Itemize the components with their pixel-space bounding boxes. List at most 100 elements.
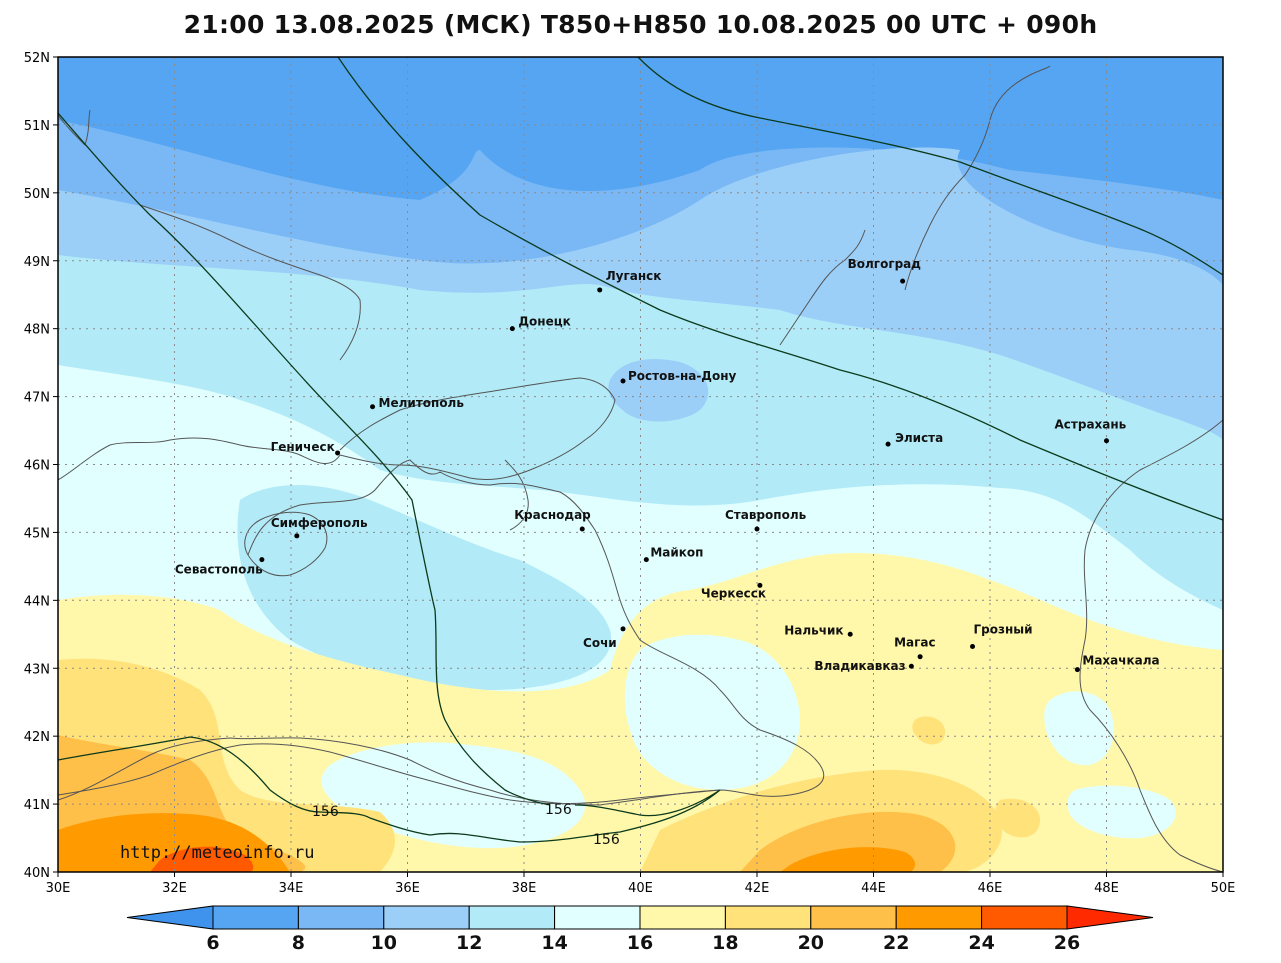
x-tick-label: 50E	[1211, 881, 1236, 896]
colorbar-label: 10	[371, 932, 397, 954]
contour-label: 156	[593, 832, 620, 848]
band-24-26	[150, 846, 254, 872]
colorbar-label: 8	[292, 932, 305, 954]
colorbar: 6 8 10 12 14 16 18 20 22 24 26	[126, 905, 1154, 954]
crimea-peninsula	[244, 511, 328, 577]
y-tick-label: 43N	[24, 662, 50, 677]
band-14-16-east	[624, 634, 800, 790]
crimea-coast	[58, 459, 825, 806]
city-dot	[643, 557, 649, 563]
y-tick-label: 45N	[24, 526, 50, 541]
contour-line-west	[58, 112, 551, 806]
band-14-16-casp	[1044, 691, 1114, 766]
y-axis-ticks: 40N 41N 42N 43N 44N 45N 46N 47N 48N 49N 50N 51N 52N	[24, 51, 58, 881]
colorbar-label: 26	[1054, 932, 1080, 954]
city-label: Волгоград	[848, 257, 922, 271]
city-label: Махачкала	[1082, 654, 1159, 668]
colorbar-segment	[639, 905, 726, 930]
colorbar-segment	[724, 905, 812, 930]
x-tick-label: 30E	[46, 881, 71, 896]
colorbar-segment	[383, 905, 470, 930]
y-tick-label: 42N	[24, 730, 50, 745]
city-dot	[509, 326, 515, 332]
colorbar-label: 20	[798, 932, 824, 954]
contour-label: 156	[545, 802, 572, 818]
contour-line-south	[58, 736, 721, 843]
city-label: Сочи	[583, 636, 617, 650]
y-tick-label: 40N	[24, 866, 50, 881]
city-label: Донецк	[518, 315, 570, 329]
y-tick-label: 51N	[24, 119, 50, 134]
band-18-20-isl2	[912, 716, 945, 745]
city-dot	[620, 626, 626, 632]
city-markers: Луганск Донецк Волгоград Ростов-на-Дону Мели…	[175, 257, 1160, 673]
contour-labels: 156 156 156	[312, 802, 620, 848]
colorbar-segment	[212, 905, 299, 930]
colorbar-label: 12	[456, 932, 482, 954]
city-label: Луганск	[606, 269, 662, 283]
city-label: Грозный	[974, 623, 1033, 637]
colorbar-segment	[981, 905, 1068, 930]
city-label: Владикавказ	[814, 659, 905, 673]
colorbar-segment	[297, 905, 385, 930]
colorbar-left-arrow	[126, 905, 214, 930]
volga-river	[904, 65, 1051, 291]
city-dot	[1104, 438, 1109, 444]
band-12-14-patch	[608, 359, 709, 422]
x-tick-label: 32E	[162, 881, 187, 896]
y-tick-label: 50N	[24, 187, 50, 202]
city-label: Майкоп	[650, 546, 703, 560]
colorbar-label: 18	[712, 932, 738, 954]
x-axis-ticks: 30E 32E 34E 36E 38E 40E 42E 44E 46E 48E 50E	[46, 872, 1236, 896]
city-dot	[294, 533, 300, 539]
city-dot	[597, 287, 603, 293]
y-tick-label: 49N	[24, 255, 50, 270]
city-label: Астрахань	[1055, 418, 1127, 432]
kerch-strait	[504, 459, 529, 531]
band-18-20-isl	[995, 798, 1040, 838]
map-title: 21:00 13.08.2025 (МСК) T850+H850 10.08.2…	[183, 10, 1098, 39]
city-label: Элиста	[895, 431, 943, 445]
y-tick-label: 48N	[24, 323, 50, 338]
city-dot	[335, 450, 341, 456]
city-label: Симферополь	[271, 516, 368, 530]
city-label: Севастополь	[175, 563, 263, 577]
contour-line-north	[337, 57, 1223, 521]
y-tick-label: 44N	[24, 594, 50, 609]
y-tick-label: 46N	[24, 459, 50, 474]
city-dot	[917, 654, 923, 660]
colorbar-label: 22	[883, 932, 909, 954]
x-tick-label: 34E	[279, 881, 304, 896]
don-river	[779, 229, 866, 346]
band-12-14-lobe	[237, 485, 612, 690]
y-tick-label: 47N	[24, 391, 50, 406]
x-tick-label: 48E	[1094, 881, 1119, 896]
city-dot	[1074, 667, 1080, 673]
watermark-url: http://meteoinfo.ru	[120, 843, 314, 863]
contour-line-northeast	[637, 57, 1223, 276]
azov-coast	[339, 377, 616, 481]
coastlines	[58, 65, 1223, 872]
city-dot	[579, 526, 585, 532]
colorbar-label: 24	[968, 932, 994, 954]
colorbar-segment	[554, 905, 641, 930]
x-tick-label: 46E	[978, 881, 1003, 896]
city-label: Краснодар	[514, 508, 591, 522]
city-dot	[970, 644, 976, 650]
geopotential-contours	[58, 57, 1223, 843]
city-dot	[885, 441, 891, 447]
turkey-coast	[58, 743, 721, 805]
city-label: Нальчик	[784, 623, 843, 637]
colorbar-segment	[810, 905, 897, 930]
colorbar-label: 6	[206, 932, 219, 954]
y-tick-label: 52N	[24, 51, 50, 66]
city-label: Черкесск	[701, 586, 766, 600]
city-dot	[900, 278, 906, 284]
band-22-24-south	[780, 847, 915, 872]
x-tick-label: 36E	[395, 881, 420, 896]
city-label: Геническ	[271, 440, 335, 454]
city-label: Ставрополь	[725, 508, 807, 522]
colorbar-segment	[895, 905, 983, 930]
dnieper-river	[139, 204, 361, 361]
